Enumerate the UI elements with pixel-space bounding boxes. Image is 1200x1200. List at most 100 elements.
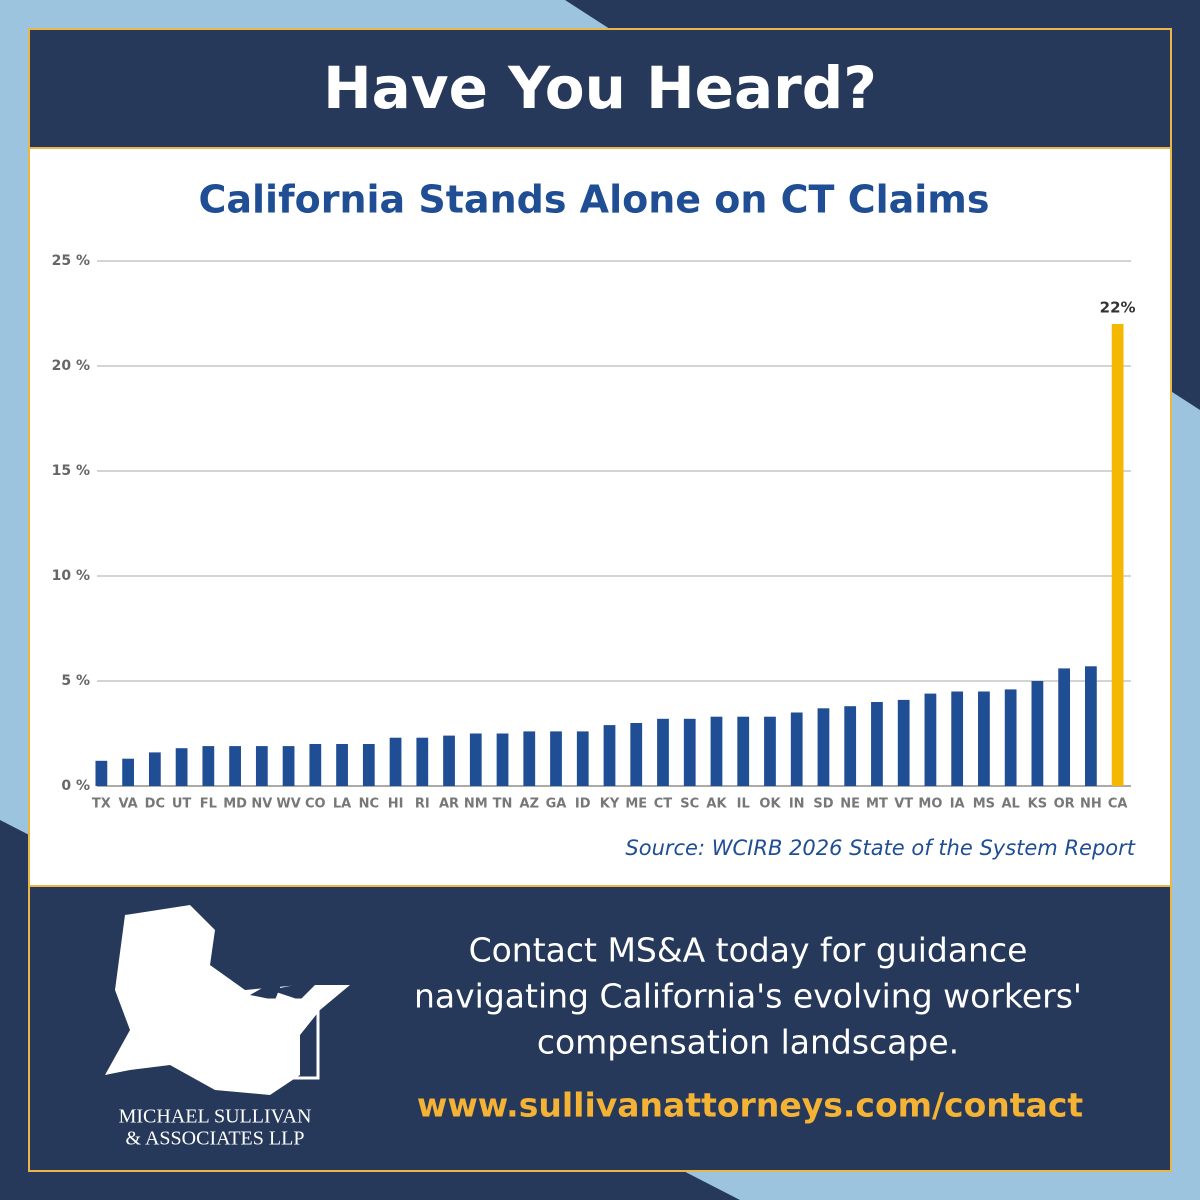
bar (871, 702, 883, 786)
y-tick-label: 20 % (52, 358, 90, 374)
x-tick-label: ID (575, 797, 591, 812)
footer-message: Contact MS&A today for guidance (469, 931, 1028, 970)
footer-message: navigating California's evolving workers… (414, 977, 1082, 1016)
bar (817, 708, 830, 786)
x-tick-label: HI (388, 797, 404, 812)
y-tick-label: 5 % (61, 673, 90, 689)
x-tick-label: KY (600, 797, 620, 812)
y-tick-label: 10 % (52, 568, 90, 584)
chart-title: California Stands Alone on CT Claims (198, 178, 989, 222)
bar (550, 731, 562, 786)
bar (95, 760, 108, 786)
y-tick-label: 25 % (52, 253, 90, 269)
header-title: Have You Heard? (323, 54, 877, 122)
bar (523, 731, 536, 786)
bar (255, 746, 268, 786)
x-tick-label: NC (359, 797, 379, 812)
logo: MICHAEL SULLIVAN & ASSOCIATES LLP (105, 905, 350, 1150)
bar (443, 735, 455, 786)
x-tick-label: MO (918, 797, 942, 812)
bar (1058, 668, 1071, 786)
y-tick-label: 15 % (52, 463, 90, 479)
bar (978, 691, 990, 786)
x-tick-label: RI (415, 797, 430, 812)
x-tick-label: WV (276, 797, 300, 812)
bar (1111, 324, 1124, 786)
chart-panel (30, 148, 1170, 886)
x-tick-label: AK (706, 797, 727, 812)
x-tick-label: MD (223, 797, 247, 812)
bar (764, 716, 776, 786)
x-tick-label: ME (625, 797, 647, 812)
bar (1004, 689, 1017, 786)
bar (737, 716, 750, 786)
bar (576, 731, 589, 786)
x-tick-label: AL (1001, 797, 1019, 812)
bar (202, 746, 215, 786)
x-tick-label: NE (840, 797, 860, 812)
x-tick-label: MT (866, 797, 888, 812)
footer-message: compensation landscape. (537, 1023, 959, 1062)
data-label: 22% (1100, 299, 1136, 317)
x-tick-label: IL (737, 797, 750, 812)
y-tick-label: 0 % (61, 778, 90, 794)
bar (1085, 666, 1097, 786)
logo-mark (220, 998, 320, 1080)
bar (710, 716, 723, 786)
x-tick-label: AR (439, 797, 459, 812)
x-tick-label: IA (950, 797, 965, 812)
footer-url[interactable]: www.sullivanattorneys.com/contact (417, 1086, 1084, 1125)
x-tick-label: CA (1108, 797, 1128, 812)
bar (309, 744, 322, 786)
x-tick-label: IN (789, 797, 805, 812)
bar (282, 746, 295, 786)
x-tick-label: SD (813, 797, 833, 812)
x-tick-label: TX (92, 797, 111, 812)
bar (229, 746, 241, 786)
bar (362, 744, 375, 786)
logo-text: & ASSOCIATES LLP (126, 1128, 305, 1150)
bar (603, 725, 616, 786)
x-tick-label: VA (118, 797, 137, 812)
x-tick-label: NH (1080, 797, 1102, 812)
x-tick-label: OK (759, 797, 781, 812)
bar (897, 699, 910, 786)
bar (790, 712, 803, 786)
bar (951, 691, 964, 786)
x-tick-label: NV (251, 797, 272, 812)
bar (630, 723, 643, 786)
bar (336, 744, 348, 786)
x-tick-label: CT (654, 797, 673, 812)
x-tick-label: GA (546, 797, 567, 812)
x-tick-label: LA (333, 797, 351, 812)
bar (389, 737, 402, 786)
x-tick-label: CO (305, 797, 326, 812)
bar (496, 733, 509, 786)
bar (122, 758, 134, 786)
logo-mark (250, 975, 320, 1000)
x-tick-label: TN (493, 797, 513, 812)
x-tick-label: MS (973, 797, 995, 812)
chart-source: Source: WCIRB 2026 State of the System R… (625, 836, 1135, 860)
bar (657, 718, 669, 786)
bar (416, 737, 429, 786)
x-tick-label: KS (1028, 797, 1047, 812)
x-tick-label: VT (894, 797, 913, 812)
bar (175, 748, 188, 786)
bar (683, 718, 696, 786)
bar (148, 752, 161, 786)
x-tick-label: FL (200, 797, 217, 812)
x-tick-label: DC (145, 797, 165, 812)
logo-text: MICHAEL SULLIVAN (119, 1106, 312, 1128)
bar (924, 693, 937, 786)
bar (1031, 681, 1044, 786)
x-tick-label: NM (464, 797, 488, 812)
x-tick-label: SC (680, 797, 699, 812)
bar (469, 733, 482, 786)
x-tick-label: AZ (520, 797, 540, 812)
bar (844, 706, 857, 786)
x-tick-label: UT (172, 797, 192, 812)
x-tick-label: OR (1054, 797, 1075, 812)
